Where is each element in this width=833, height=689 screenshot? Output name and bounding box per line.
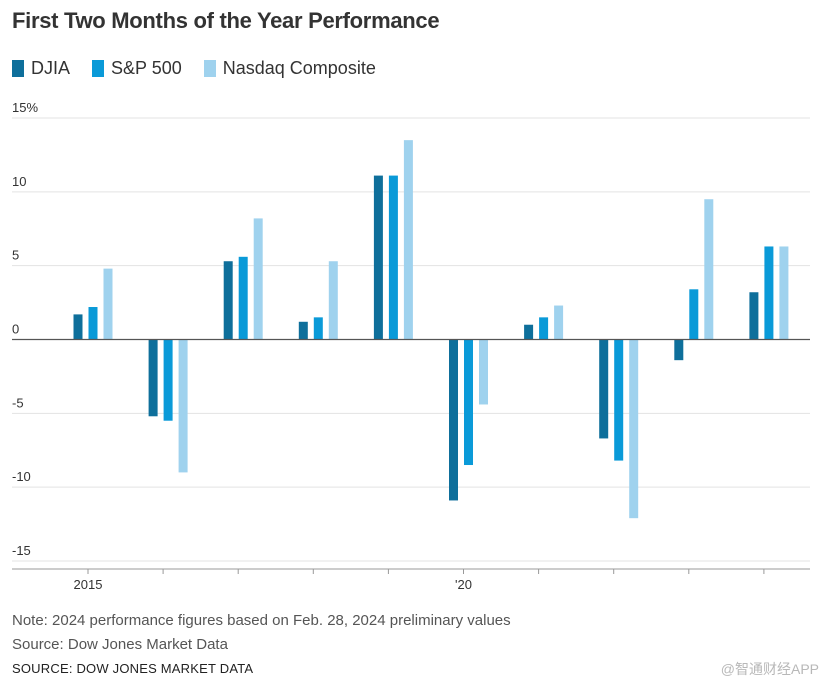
y-tick-label: 0 [12, 322, 19, 337]
bar-nasdaq-composite-2019 [403, 140, 413, 340]
watermark: @智通财经APP [720, 661, 819, 677]
legend-swatch-djia [12, 60, 24, 77]
bar-nasdaq-composite-2018 [328, 261, 338, 340]
bar-djia-2024 [749, 292, 759, 340]
y-tick-label: 10 [12, 174, 26, 189]
bar-nasdaq-composite-2022 [629, 339, 639, 519]
bar-djia-2015 [73, 314, 83, 340]
bar-djia-2021 [524, 324, 534, 340]
bar-s-p-500-2019 [388, 175, 398, 340]
bar-nasdaq-composite-2020 [479, 339, 488, 405]
legend-swatch-nasdaq [203, 60, 216, 77]
y-tick-label: -10 [12, 469, 31, 484]
bar-s-p-500-2024 [764, 246, 774, 340]
bar-s-p-500-2017 [238, 256, 248, 340]
legend-item-sp500: S&P 500 [92, 58, 182, 79]
y-tick-label: 15% [12, 100, 38, 115]
bar-s-p-500-2015 [88, 307, 98, 340]
legend-label-djia: DJIA [31, 58, 71, 78]
y-tick-label: -15 [12, 543, 31, 558]
legend-item-nasdaq: Nasdaq Composite [203, 58, 376, 79]
bar-s-p-500-2016 [163, 339, 173, 421]
bar-nasdaq-composite-2021 [554, 305, 564, 340]
bar-djia-2022 [599, 339, 609, 439]
footnote: Note: 2024 performance figures based on … [12, 612, 511, 629]
bar-djia-2023 [674, 339, 684, 361]
bar-djia-2020 [449, 339, 458, 501]
bar-djia-2017 [223, 261, 233, 340]
legend-swatch-sp500 [92, 60, 105, 77]
bar-s-p-500-2023 [689, 289, 699, 340]
bar-s-p-500-2020 [464, 339, 473, 466]
legend-label-sp500: S&P 500 [111, 58, 182, 78]
x-tick-label: '20 [455, 577, 472, 592]
source-caps: SOURCE: DOW JONES MARKET DATA [12, 661, 254, 676]
bar-chart: 15% 10 5 0 -5 -10 -15 2015 '20 [12, 100, 810, 592]
x-tick-label: 2015 [74, 577, 103, 592]
chart-title: First Two Months of the Year Performance [12, 8, 440, 33]
bar-s-p-500-2018 [313, 317, 323, 340]
legend-label-nasdaq: Nasdaq Composite [222, 58, 376, 78]
bar-s-p-500-2021 [539, 317, 549, 340]
bar-nasdaq-composite-2015 [103, 268, 113, 340]
bar-s-p-500-2022 [614, 339, 624, 461]
bar-djia-2016 [148, 339, 158, 417]
y-tick-label: -5 [12, 395, 24, 410]
legend: DJIA S&P 500 Nasdaq Composite [12, 58, 398, 79]
bar-djia-2018 [298, 321, 308, 340]
y-tick-label: 5 [12, 248, 19, 263]
source-note: Source: Dow Jones Market Data [12, 636, 228, 653]
bar-nasdaq-composite-2017 [253, 218, 263, 340]
bar-nasdaq-composite-2023 [704, 199, 714, 340]
legend-item-djia: DJIA [12, 58, 70, 79]
bar-nasdaq-composite-2024 [779, 246, 789, 340]
bar-djia-2019 [373, 175, 383, 340]
bar-nasdaq-composite-2016 [178, 339, 188, 473]
